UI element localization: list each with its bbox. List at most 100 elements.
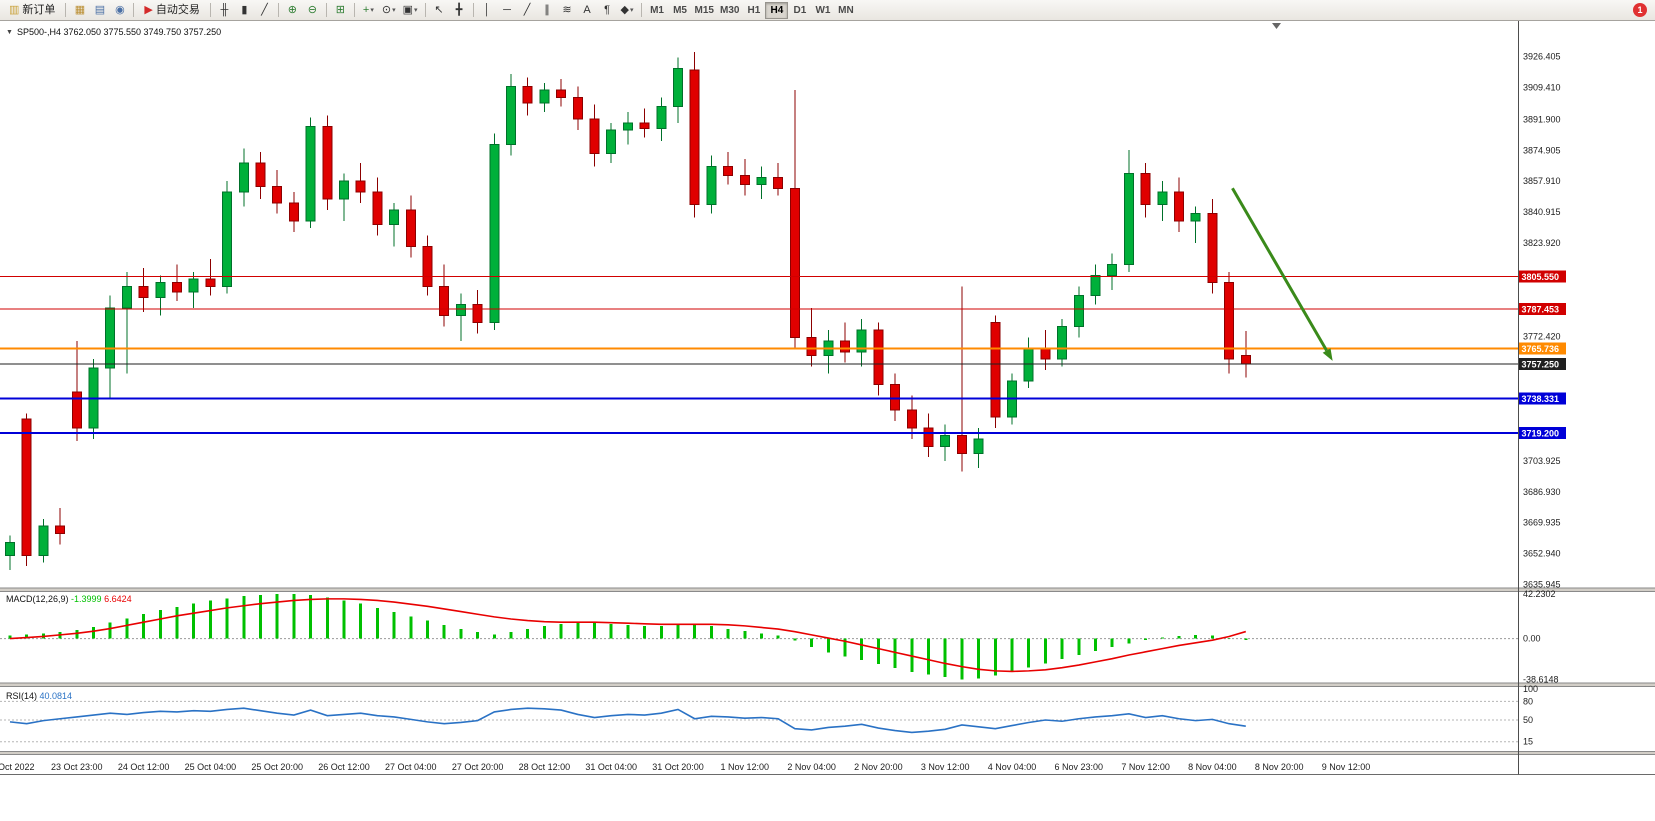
svg-text:8 Nov 20:00: 8 Nov 20:00 <box>1255 762 1304 772</box>
timeframe-m5-button[interactable]: M5 <box>669 2 692 19</box>
price-axis[interactable]: 3926.405 3909.410 3891.900 3874.905 3857.910… <box>1523 52 1561 590</box>
rsi-panel: 100 80 50 15 RSI(14) 40.0814 <box>0 684 1538 747</box>
shapes-button[interactable]: ◆ ▾ <box>618 1 637 19</box>
autotrade-button-label: 自动交易 <box>155 3 200 16</box>
chart-area[interactable]: 3805.550 3787.453 3765.736 3757.250 3738.331… <box>0 21 1655 777</box>
svg-text:1 Nov 12:00: 1 Nov 12:00 <box>721 762 770 772</box>
svg-text:3926.405: 3926.405 <box>1523 52 1561 62</box>
timeframe-toolbar: M1 M5 M15 M30 H1 H4 D1 W1 MN <box>646 1 858 19</box>
macd-histogram <box>8 593 1248 680</box>
line-chart-button[interactable]: ╱ <box>255 1 274 19</box>
svg-text:8 Nov 04:00: 8 Nov 04:00 <box>1188 762 1237 772</box>
new-order-icon: ▥ <box>9 3 20 16</box>
autotrade-button[interactable]: ▶ 自动交易 <box>138 1 205 19</box>
chart-shift-marker[interactable] <box>1272 23 1281 29</box>
zoom-in-button[interactable]: ⊕ <box>283 1 302 19</box>
price-tag[interactable] <box>1519 342 1566 355</box>
svg-text:3891.900: 3891.900 <box>1523 114 1561 124</box>
horizontal-line-button[interactable]: ─ <box>498 1 517 19</box>
line-chart-icon: ╱ <box>261 3 268 16</box>
bar-chart-button[interactable]: ╫ <box>215 1 234 19</box>
support-resistance-lines[interactable]: 3805.550 3787.453 3765.736 3757.250 3738.331… <box>0 270 1566 440</box>
price-tag[interactable] <box>1519 392 1566 405</box>
time-axis[interactable]: 21 Oct 2022 23 Oct 23:00 24 Oct 12:00 25 Oc… <box>0 762 1370 772</box>
tile-windows-icon: ⊞ <box>335 3 345 16</box>
trend-arrow[interactable] <box>1231 187 1333 361</box>
price-tag[interactable] <box>1519 427 1566 440</box>
svg-text:42.2302: 42.2302 <box>1523 589 1556 599</box>
timeframe-w1-button[interactable]: W1 <box>811 2 834 19</box>
svg-text:3703.925: 3703.925 <box>1523 456 1561 466</box>
zoom-out-button[interactable]: ⊖ <box>303 1 322 19</box>
template-icon: ▣ <box>402 3 414 16</box>
profiles-icon: ▤ <box>94 3 106 16</box>
cursor-button[interactable]: ↖ <box>430 1 449 19</box>
toolbar-separator <box>209 3 211 17</box>
timeframe-h1-button[interactable]: H1 <box>742 2 765 19</box>
chart-collapse-icon[interactable]: ▼ <box>6 28 13 36</box>
toolbar-separator <box>640 3 642 17</box>
new-order-button-label: 新订单 <box>22 3 56 16</box>
svg-text:7 Nov 12:00: 7 Nov 12:00 <box>1121 762 1170 772</box>
svg-text:3669.935: 3669.935 <box>1523 518 1561 528</box>
price-tag[interactable] <box>1519 358 1566 371</box>
templates-button[interactable]: ▣ ▾ <box>400 1 421 19</box>
trendline-button[interactable]: ╱ <box>518 1 537 19</box>
timeframe-d1-button[interactable]: D1 <box>788 2 811 19</box>
svg-text:26 Oct 12:00: 26 Oct 12:00 <box>318 762 370 772</box>
notification-badge[interactable]: 1 <box>1633 3 1647 17</box>
fibonacci-button[interactable]: ≋ <box>558 1 577 19</box>
dropdown-arrow-icon[interactable]: ▾ <box>392 6 396 14</box>
candlestick-chart-button[interactable]: ▮ <box>235 1 254 19</box>
new-chart-icon: + <box>362 3 370 16</box>
rsi-line <box>9 707 1246 734</box>
dropdown-arrow-icon[interactable]: ▾ <box>630 6 634 14</box>
shapes-icon: ◆ <box>620 3 629 16</box>
text-label-button[interactable]: ¶ <box>598 1 617 19</box>
chart-window-icon: ▦ <box>74 3 86 16</box>
svg-text:31 Oct 20:00: 31 Oct 20:00 <box>652 762 704 772</box>
profiles-button[interactable]: ▤ <box>90 1 109 19</box>
svg-text:3719.200: 3719.200 <box>1522 429 1560 439</box>
svg-text:9 Nov 12:00: 9 Nov 12:00 <box>1322 762 1371 772</box>
zoom-in-icon: ⊕ <box>287 3 297 16</box>
toolbar-separator <box>472 3 474 17</box>
svg-text:21 Oct 2022: 21 Oct 2022 <box>0 762 35 772</box>
toolbar-separator <box>133 3 135 17</box>
timeframe-m30-button[interactable]: M30 <box>717 2 742 19</box>
timeframe-mn-button[interactable]: MN <box>834 2 857 19</box>
horizontal-line-icon: ─ <box>503 3 511 16</box>
cycles-button[interactable]: ⊙ ▾ <box>379 1 399 19</box>
tile-windows-button[interactable]: ⊞ <box>331 1 350 19</box>
market-watch-button[interactable]: ◉ <box>110 1 129 19</box>
svg-text:50: 50 <box>1523 715 1533 725</box>
price-tag[interactable] <box>1519 270 1566 283</box>
timeframe-m15-button[interactable]: M15 <box>692 2 717 19</box>
crosshair-button[interactable]: ╋ <box>450 1 469 19</box>
svg-text:3909.410: 3909.410 <box>1523 83 1561 93</box>
bar-chart-icon: ╫ <box>220 3 229 16</box>
svg-text:15: 15 <box>1523 737 1533 747</box>
toolbar-buttons: ▥ 新订单 ▦ ▤ ◉ ▶ 自动交易 ╫ ▮ ╱ ⊕ ⊖ ⊞ + ▾ ⊙ ▾ ▣ ▾ ↖ ╋ │ ─ ╱ ∥ ≋ A ¶ ◆ ▾ <box>3 1 645 19</box>
svg-text:3840.915: 3840.915 <box>1523 207 1561 217</box>
new-order-button[interactable]: ▥ 新订单 <box>3 1 61 19</box>
toolbar-separator <box>325 3 327 17</box>
chart-title: ▼ SP500-,H4 3762.050 3775.550 3749.750 3… <box>6 27 221 37</box>
vertical-line-button[interactable]: │ <box>478 1 497 19</box>
dropdown-arrow-icon[interactable]: ▾ <box>414 6 418 14</box>
autotrade-icon: ▶ <box>144 3 153 16</box>
svg-text:3787.453: 3787.453 <box>1522 305 1560 315</box>
text-button[interactable]: A <box>578 1 597 19</box>
timeframe-m1-button[interactable]: M1 <box>646 2 669 19</box>
dropdown-arrow-icon[interactable]: ▾ <box>370 6 374 14</box>
svg-text:27 Oct 20:00: 27 Oct 20:00 <box>452 762 504 772</box>
price-tag[interactable] <box>1519 303 1566 316</box>
new-chart-button[interactable]: + ▾ <box>359 1 378 19</box>
svg-text:3652.940: 3652.940 <box>1523 549 1561 559</box>
svg-text:3823.920: 3823.920 <box>1523 238 1561 248</box>
equidistant-channel-button[interactable]: ∥ <box>538 1 557 19</box>
svg-text:6 Nov 23:00: 6 Nov 23:00 <box>1055 762 1104 772</box>
svg-text:80: 80 <box>1523 696 1533 706</box>
chart-window-button[interactable]: ▦ <box>70 1 89 19</box>
timeframe-h4-button[interactable]: H4 <box>765 1 789 19</box>
